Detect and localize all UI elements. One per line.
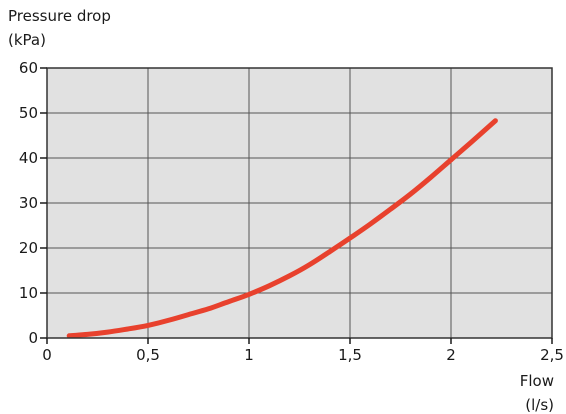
x-axis-label-line2: (l/s) (525, 396, 554, 414)
x-tick-label: 1,5 (338, 346, 362, 364)
y-axis-label-line1: Pressure drop (8, 7, 111, 25)
y-tick-label: 50 (19, 104, 38, 122)
x-axis-label-line1: Flow (519, 372, 554, 390)
y-tick-label: 10 (19, 284, 38, 302)
x-tick-label: 0 (42, 346, 52, 364)
series-line (66, 118, 498, 339)
y-tick-label: 60 (19, 59, 38, 77)
y-tick-label: 20 (19, 239, 38, 257)
x-tick-label: 2 (446, 346, 456, 364)
y-tick-label: 40 (19, 149, 38, 167)
x-tick-label: 2,5 (540, 346, 564, 364)
y-axis-ticks: 0 10 20 30 40 50 60 (19, 59, 47, 347)
x-axis-ticks: 0 0,5 1 1,5 2 2,5 (42, 338, 564, 364)
series-layer (66, 118, 498, 339)
y-tick-label: 0 (28, 329, 38, 347)
y-axis-label-line2: (kPa) (8, 31, 46, 49)
x-tick-label: 1 (244, 346, 254, 364)
y-tick-label: 30 (19, 194, 38, 212)
x-tick-label: 0,5 (136, 346, 160, 364)
